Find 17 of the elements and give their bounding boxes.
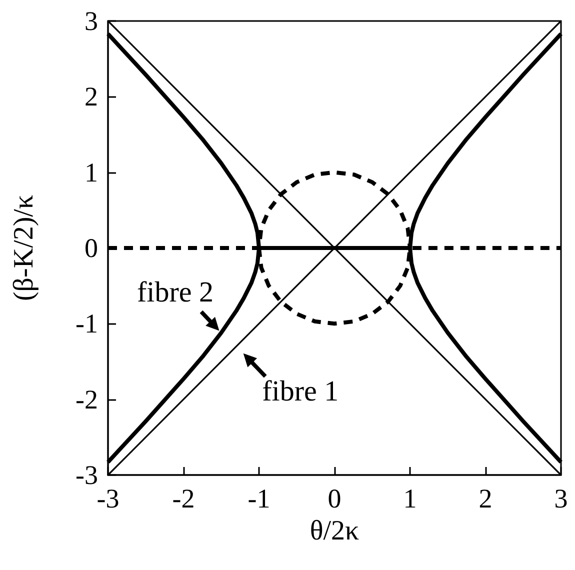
x-tick-label: 3 <box>554 484 568 514</box>
y-tick-label: 3 <box>84 6 98 36</box>
y-tick-label: 2 <box>84 82 98 112</box>
y-tick-label: -3 <box>76 460 98 490</box>
annotation: fibre 1 <box>262 375 339 408</box>
y-tick-label: -1 <box>76 308 98 339</box>
y-axis-title: (β-K/2)/κ <box>8 194 40 302</box>
x-tick-label: 1 <box>403 484 417 514</box>
x-tick-label: 2 <box>478 484 492 514</box>
annotation: fibre 2 <box>137 276 214 309</box>
x-axis-title: θ/2κ <box>310 516 360 546</box>
y-tick-label: 0 <box>84 233 98 263</box>
x-tick-label: 0 <box>328 484 342 514</box>
x-tick-label: -2 <box>172 484 195 514</box>
y-tick-label: -2 <box>76 384 98 414</box>
y-tick-label: 1 <box>84 157 98 188</box>
x-tick-label: -1 <box>248 484 270 514</box>
